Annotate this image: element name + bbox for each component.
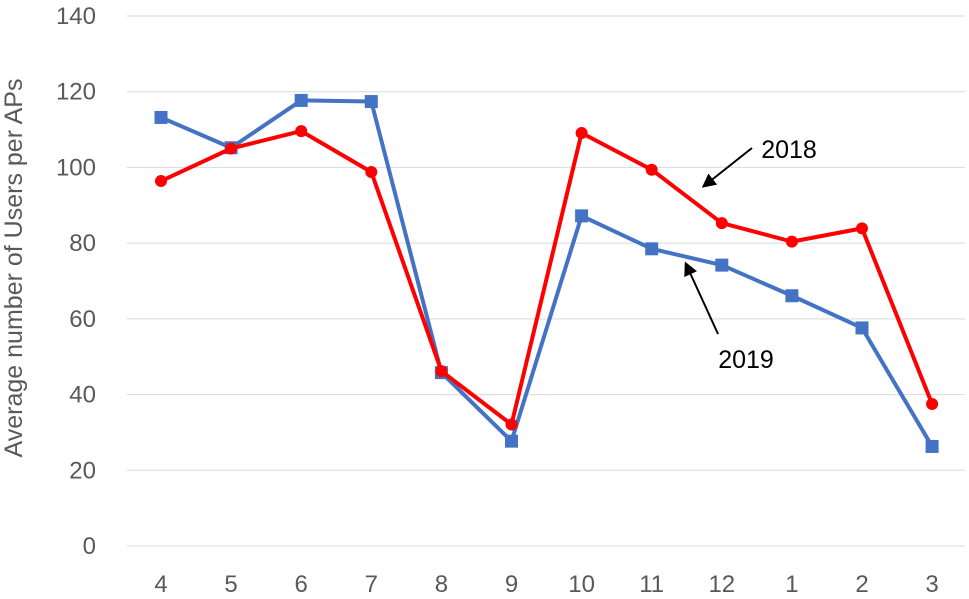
- data-point: [155, 175, 167, 188]
- x-tick-label: 2: [855, 571, 868, 598]
- series-line-2018: [159, 129, 935, 427]
- data-point: [364, 95, 378, 109]
- x-tick-label: 12: [708, 571, 735, 598]
- annotation-arrow-2019: [684, 261, 719, 335]
- data-point: [715, 258, 729, 272]
- x-tick-label: 11: [639, 571, 664, 598]
- x-tick-label: 10: [568, 571, 595, 598]
- x-axis-ticks: 4 5 6 7 8 9 10 11 12 1 2 3: [154, 571, 938, 598]
- data-point: [365, 165, 378, 178]
- x-tick-label: 9: [505, 571, 518, 598]
- series-layer: [154, 93, 939, 453]
- y-tick-label: 40: [69, 382, 96, 409]
- x-tick-label: 1: [785, 571, 798, 598]
- y-axis-ticks: 0 20 40 60 80 100 120 140: [56, 3, 96, 560]
- annotation-label-2018: 2018: [761, 136, 817, 164]
- x-tick-label: 6: [295, 571, 308, 598]
- data-point: [925, 439, 939, 453]
- y-tick-label: 120: [56, 79, 96, 106]
- series-2018: [155, 125, 939, 431]
- y-axis-label: Average number of Users per APs: [0, 79, 28, 458]
- gridlines: [127, 15, 965, 547]
- data-point: [225, 142, 238, 155]
- data-point: [856, 222, 868, 235]
- data-point: [575, 209, 589, 223]
- y-tick-label: 20: [69, 457, 96, 484]
- data-point: [505, 418, 518, 431]
- data-point: [785, 289, 799, 303]
- data-point: [575, 126, 588, 139]
- data-point: [645, 242, 659, 256]
- data-point: [294, 93, 308, 107]
- annotation-arrow-2018: [701, 147, 753, 188]
- data-point: [154, 110, 168, 124]
- annotation-label-2019: 2019: [718, 346, 774, 374]
- x-tick-label: 4: [154, 571, 167, 598]
- y-tick-label: 100: [56, 154, 96, 181]
- x-tick-label: 5: [224, 571, 237, 598]
- x-tick-label: 7: [365, 571, 378, 598]
- y-tick-label: 80: [69, 230, 96, 257]
- data-point: [785, 235, 798, 248]
- y-tick-label: 0: [83, 533, 96, 560]
- data-point: [645, 163, 658, 176]
- data-point: [435, 365, 448, 378]
- data-point: [295, 125, 308, 138]
- data-point: [715, 217, 728, 230]
- data-point: [855, 321, 869, 335]
- y-tick-label: 140: [56, 3, 96, 30]
- series-line-2019: [159, 98, 935, 449]
- x-tick-label: 8: [435, 571, 448, 598]
- y-tick-label: 60: [69, 306, 96, 333]
- x-tick-label: 3: [925, 571, 938, 598]
- data-point: [926, 398, 939, 411]
- data-point: [505, 434, 518, 448]
- annotations: 2018 2019: [684, 136, 817, 374]
